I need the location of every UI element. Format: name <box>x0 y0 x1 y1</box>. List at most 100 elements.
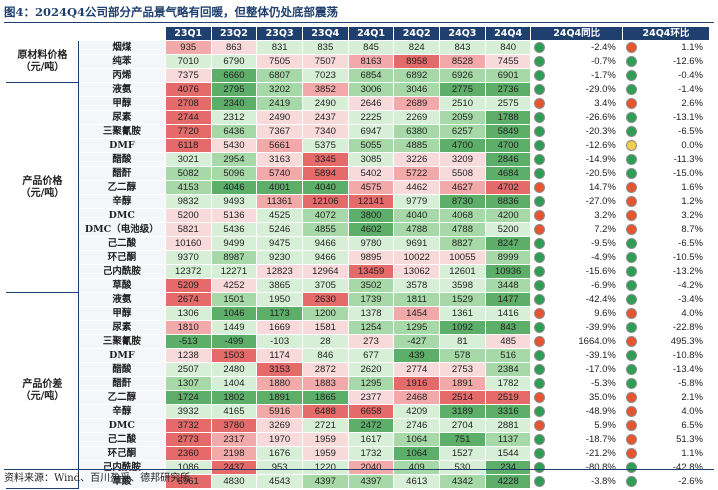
value-cell: 1064 <box>393 446 441 461</box>
value-cell: 5096 <box>210 166 258 181</box>
value-cell: 12271 <box>210 264 258 279</box>
value-cell: 824 <box>393 40 441 55</box>
value-cell: 409 <box>393 460 441 475</box>
green-dot-icon <box>534 434 546 445</box>
red-dot-icon <box>534 224 546 235</box>
qoq-change-cell: -10.5% <box>621 250 711 265</box>
value-cell: 3316 <box>484 404 532 419</box>
yoy-change-cell: -0.7% <box>530 54 623 69</box>
table-row: DMC 3732 3780 3269 2721 2472 2746 2704 2881 5.9% 6… <box>7 418 711 433</box>
value-cell: 4397 <box>347 474 395 489</box>
change-wrap: 1.6% <box>623 182 708 194</box>
change-value: -3.4% <box>678 293 703 305</box>
value-cell: 835 <box>301 40 349 55</box>
header-cell: 23Q1 <box>164 26 212 41</box>
value-cell: 1254 <box>347 320 395 335</box>
value-cell: 751 <box>439 432 486 447</box>
change-wrap: 5.9% <box>532 419 621 432</box>
change-value: 5.9% <box>594 419 616 431</box>
value-cell: 1416 <box>484 306 532 321</box>
change-wrap: -13.2% <box>623 266 708 278</box>
qoq-change-cell: -10.8% <box>621 348 711 363</box>
value-cell: 530 <box>439 460 486 475</box>
table-row: 醋酸 2507 2480 3153 2872 2620 2774 2753 2384 -17.0%… <box>7 362 711 377</box>
value-cell: 3085 <box>347 152 395 167</box>
value-cell: 2198 <box>210 446 258 461</box>
change-wrap: -2.6% <box>623 476 708 488</box>
value-cell: 5055 <box>347 138 395 153</box>
change-value: 3.4% <box>594 97 616 109</box>
value-cell: 5849 <box>484 124 532 139</box>
change-wrap: 3.4% <box>532 97 621 110</box>
value-cell: 840 <box>484 40 532 55</box>
green-dot-icon <box>534 350 546 361</box>
table-row: 产品价差 （元/吨） 液氨 2674 1501 1950 2630 1739 1811 1529… <box>6 292 711 489</box>
change-value: 0.0% <box>681 139 703 151</box>
value-cell: 5821 <box>164 222 212 237</box>
value-cell: 6807 <box>256 68 303 83</box>
red-dot-icon <box>625 196 637 207</box>
value-cell: 28 <box>301 334 349 349</box>
value-cell: 5661 <box>256 138 303 153</box>
green-dot-icon <box>625 252 637 263</box>
value-cell: 2954 <box>210 152 258 167</box>
change-value: -42.8% <box>672 461 703 473</box>
row-label: 己二酸 <box>77 236 166 251</box>
value-cell: 1454 <box>393 306 441 321</box>
change-wrap: 9.6% <box>532 308 621 320</box>
value-cell: 6488 <box>301 404 349 419</box>
value-cell: 845 <box>347 40 395 55</box>
value-cell: 4153 <box>164 180 212 195</box>
red-dot-icon <box>534 98 546 109</box>
value-cell: 2225 <box>347 110 395 125</box>
yoy-change-cell: -18.7% <box>530 432 623 447</box>
value-cell: 9779 <box>393 194 441 209</box>
row-label: DMC <box>77 208 166 223</box>
value-cell: 5508 <box>439 166 486 181</box>
red-dot-icon <box>625 224 637 235</box>
value-cell: 2775 <box>439 82 486 97</box>
yoy-change-cell: 3.4% <box>530 96 623 111</box>
value-cell: 5894 <box>301 166 349 181</box>
change-value: 8.7% <box>681 223 703 235</box>
change-wrap: -6.9% <box>532 280 621 292</box>
value-cell: 2312 <box>210 110 258 125</box>
green-dot-icon <box>534 378 546 389</box>
change-wrap: 0.0% <box>623 139 708 152</box>
yoy-change-cell: 35.0% <box>530 390 623 405</box>
qoq-change-cell: 1.1% <box>621 40 711 55</box>
change-wrap: -12.6% <box>532 140 621 152</box>
qoq-change-cell: 8.7% <box>621 222 711 237</box>
value-cell: 9475 <box>256 236 303 251</box>
change-wrap: -42.4% <box>532 294 621 306</box>
change-wrap: -3.4% <box>623 293 708 306</box>
value-cell: 10936 <box>484 264 532 279</box>
change-wrap: -15.6% <box>532 266 621 278</box>
yoy-change-cell: 9.6% <box>530 306 623 321</box>
yoy-change-cell: -42.4% <box>530 292 623 307</box>
value-cell: 2480 <box>210 362 258 377</box>
header-blank <box>6 26 79 41</box>
value-cell: 1220 <box>301 460 349 475</box>
change-value: 3.2% <box>594 209 616 221</box>
row-label: 环己酮 <box>77 446 166 461</box>
change-wrap: -26.6% <box>532 112 621 124</box>
value-cell: 8836 <box>484 194 532 209</box>
value-cell: 4200 <box>484 208 532 223</box>
value-cell: 9493 <box>210 194 258 209</box>
value-cell: 1617 <box>347 432 395 447</box>
green-dot-icon <box>534 448 546 459</box>
change-value: 495.3% <box>670 335 703 347</box>
value-cell: 9895 <box>347 250 395 265</box>
yoy-change-cell: 5.9% <box>530 418 623 433</box>
value-cell: 677 <box>347 348 395 363</box>
change-value: -80.8% <box>585 461 616 473</box>
change-value: -4.9% <box>591 251 616 263</box>
value-cell: 2872 <box>301 362 349 377</box>
table-body: 原材料价格 （元/吨） 烟煤 935 863 831 835 845 824 843 840 -2.… <box>6 40 711 489</box>
value-cell: 6118 <box>164 138 212 153</box>
value-cell: 935 <box>164 40 212 55</box>
change-value: -1.7% <box>591 69 616 81</box>
value-cell: 2721 <box>301 418 349 433</box>
value-cell: 1959 <box>301 432 349 447</box>
